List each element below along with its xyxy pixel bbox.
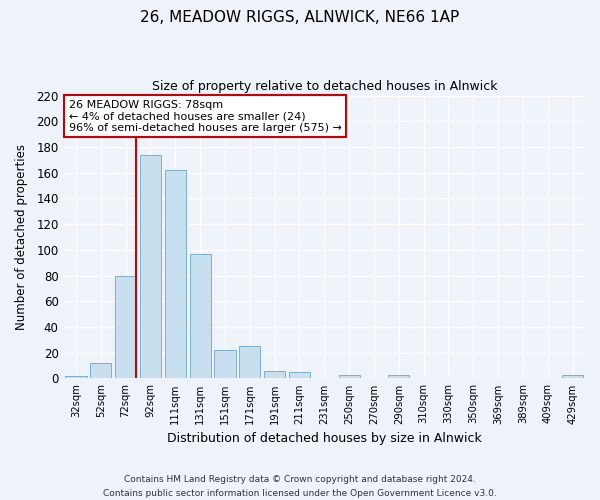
- Bar: [388, 374, 409, 378]
- Text: Contains HM Land Registry data © Crown copyright and database right 2024.
Contai: Contains HM Land Registry data © Crown c…: [103, 476, 497, 498]
- Title: Size of property relative to detached houses in Alnwick: Size of property relative to detached ho…: [152, 80, 497, 93]
- Y-axis label: Number of detached properties: Number of detached properties: [15, 144, 28, 330]
- Bar: [65, 376, 86, 378]
- Text: 26, MEADOW RIGGS, ALNWICK, NE66 1AP: 26, MEADOW RIGGS, ALNWICK, NE66 1AP: [140, 10, 460, 25]
- Bar: [90, 363, 112, 378]
- Bar: [562, 374, 583, 378]
- X-axis label: Distribution of detached houses by size in Alnwick: Distribution of detached houses by size …: [167, 432, 482, 445]
- Text: 26 MEADOW RIGGS: 78sqm
← 4% of detached houses are smaller (24)
96% of semi-deta: 26 MEADOW RIGGS: 78sqm ← 4% of detached …: [69, 100, 341, 133]
- Bar: [239, 346, 260, 378]
- Bar: [165, 170, 186, 378]
- Bar: [264, 370, 285, 378]
- Bar: [190, 254, 211, 378]
- Bar: [214, 350, 236, 378]
- Bar: [338, 374, 359, 378]
- Bar: [289, 372, 310, 378]
- Bar: [115, 276, 136, 378]
- Bar: [140, 154, 161, 378]
